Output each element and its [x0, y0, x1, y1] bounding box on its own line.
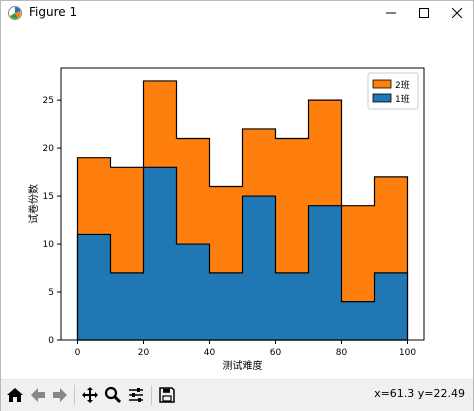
navigation-toolbar: x=61.3 y=22.49	[1, 379, 473, 411]
minimize-icon	[386, 12, 396, 14]
y-axis-label: 试卷份数	[27, 184, 40, 224]
x-tick-label: 0	[75, 348, 81, 358]
x-tick-label: 20	[138, 348, 150, 358]
close-button[interactable]	[440, 1, 474, 25]
y-tick-label: 5	[48, 288, 54, 298]
figure-canvas[interactable]: 0 20 40 60 80 100 0 5 10 15 20 25 测试难度 试卷份数 2班 1班	[1, 25, 473, 377]
x-tick-label: 80	[336, 348, 348, 358]
legend-box	[367, 72, 419, 110]
sliders-icon	[129, 388, 143, 402]
home-button[interactable]	[4, 384, 26, 406]
back-button[interactable]	[27, 384, 49, 406]
configure-subplots-button[interactable]	[125, 384, 147, 406]
toolbar-separator	[151, 385, 152, 405]
x-axis-label: 测试难度	[223, 359, 263, 372]
x-tick-label: 40	[204, 348, 216, 358]
histogram-1ban-bars	[76, 166, 409, 341]
x-tick-label: 60	[270, 348, 282, 358]
zoom-button[interactable]	[102, 384, 124, 406]
floppy-disk-icon	[159, 387, 175, 403]
y-tick-label: 10	[43, 240, 55, 250]
forward-button[interactable]	[49, 384, 71, 406]
maximize-icon	[419, 8, 429, 18]
cursor-coordinates: x=61.3 y=22.49	[374, 387, 465, 400]
save-button[interactable]	[156, 384, 178, 406]
y-tick-label: 20	[43, 144, 55, 154]
maximize-button[interactable]	[407, 1, 441, 25]
y-tick-label: 25	[43, 96, 54, 106]
forward-arrow-icon	[53, 388, 67, 402]
pan-arrows-icon	[82, 387, 98, 403]
title-bar[interactable]: Figure 1	[1, 1, 473, 25]
back-arrow-icon	[31, 388, 45, 402]
y-tick-label: 0	[48, 336, 54, 346]
close-icon	[452, 8, 462, 18]
minimize-button[interactable]	[374, 1, 408, 25]
window-title: Figure 1	[29, 5, 78, 19]
pan-button[interactable]	[79, 384, 101, 406]
legend-label: 2班	[395, 79, 410, 91]
histogram-chart: 0 20 40 60 80 100 0 5 10 15 20 25 测试难度 试卷份数 2班 1班	[27, 67, 425, 372]
magnifier-icon	[104, 386, 122, 404]
legend-swatch	[372, 79, 392, 89]
legend-label: 1班	[395, 93, 410, 105]
axes-frame	[60, 67, 425, 341]
toolbar-separator	[74, 385, 75, 405]
y-tick-label: 15	[43, 192, 54, 202]
home-icon	[7, 388, 23, 402]
legend-swatch	[372, 93, 392, 103]
x-tick-label: 100	[399, 348, 416, 358]
matplotlib-app-icon	[8, 6, 22, 20]
